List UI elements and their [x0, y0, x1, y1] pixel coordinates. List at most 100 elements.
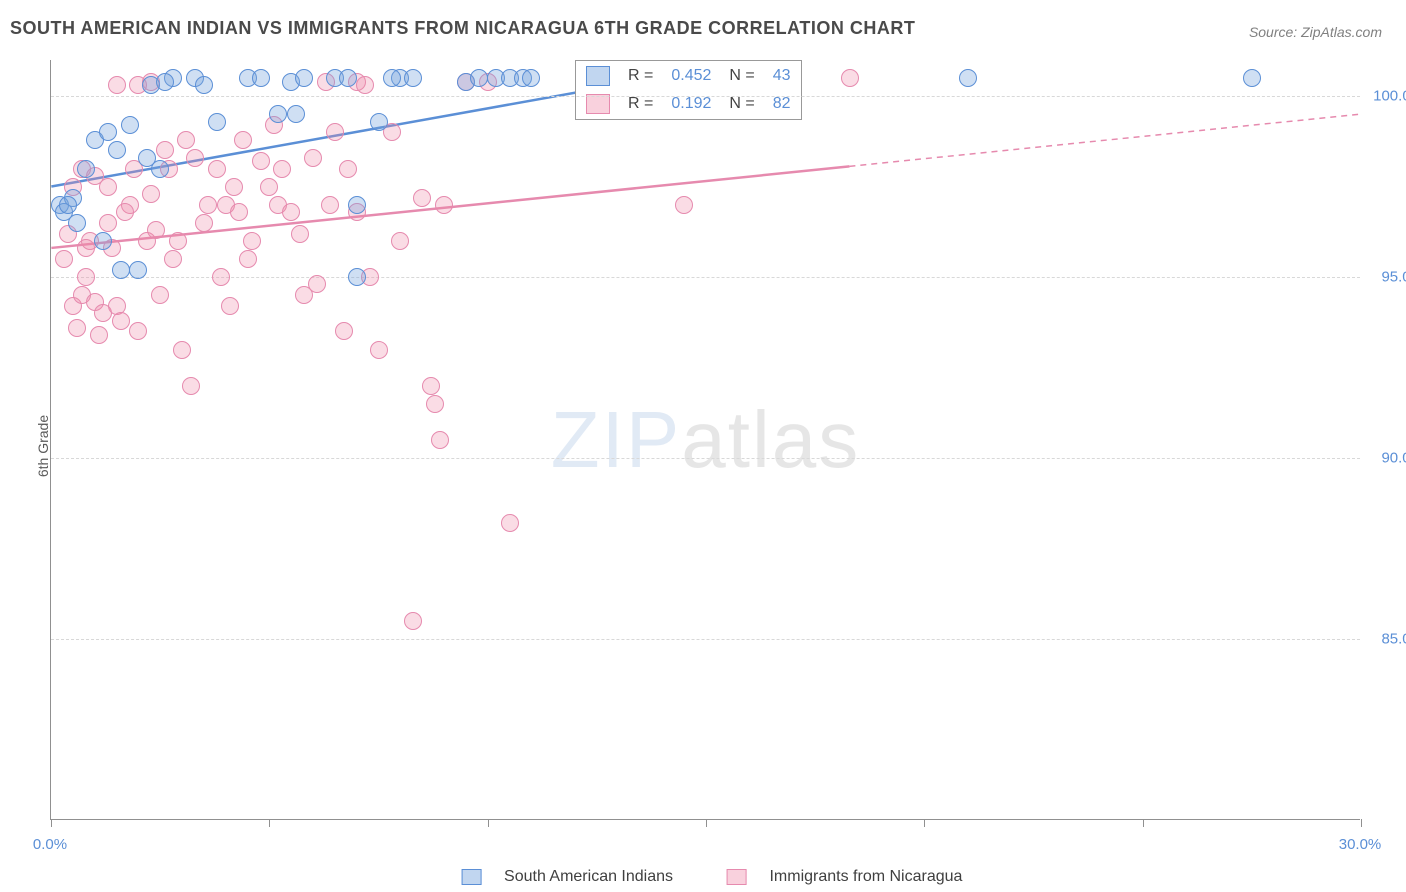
data-point: [348, 196, 366, 214]
watermark: ZIPatlas: [551, 394, 860, 486]
data-point: [470, 69, 488, 87]
data-point: [326, 123, 344, 141]
data-point: [199, 196, 217, 214]
data-point: [335, 322, 353, 340]
data-point: [94, 232, 112, 250]
data-point: [308, 275, 326, 293]
data-point: [208, 160, 226, 178]
data-point: [116, 203, 134, 221]
y-tick-label: 100.0%: [1373, 88, 1406, 105]
gridline: [51, 639, 1360, 640]
x-tick-label: 0.0%: [33, 836, 67, 853]
data-point: [230, 203, 248, 221]
data-point: [225, 178, 243, 196]
data-point: [321, 196, 339, 214]
data-point: [121, 116, 139, 134]
chart-container: { "title": "SOUTH AMERICAN INDIAN VS IMM…: [0, 0, 1406, 892]
data-point: [221, 297, 239, 315]
data-point: [169, 232, 187, 250]
data-point: [404, 69, 422, 87]
data-point: [195, 214, 213, 232]
data-point: [287, 105, 305, 123]
data-point: [59, 196, 77, 214]
correlation-legend: R = 0.452 N = 43 R = 0.192 N = 82: [575, 60, 802, 120]
x-tick: [269, 819, 270, 827]
data-point: [195, 76, 213, 94]
y-tick-label: 95.0%: [1381, 269, 1406, 286]
data-point: [356, 76, 374, 94]
data-point: [282, 203, 300, 221]
data-point: [391, 232, 409, 250]
data-point: [426, 395, 444, 413]
x-tick: [1143, 819, 1144, 827]
data-point: [234, 131, 252, 149]
data-point: [173, 341, 191, 359]
data-point: [108, 141, 126, 159]
watermark-atlas: atlas: [681, 395, 860, 484]
data-point: [99, 123, 117, 141]
data-point: [151, 160, 169, 178]
y-tick-label: 85.0%: [1381, 631, 1406, 648]
x-tick-label: 30.0%: [1339, 836, 1382, 853]
data-point: [383, 69, 401, 87]
data-point: [77, 160, 95, 178]
data-point: [147, 221, 165, 239]
data-point: [291, 225, 309, 243]
y-axis-label: 6th Grade: [35, 415, 51, 477]
data-point: [404, 612, 422, 630]
data-point: [413, 189, 431, 207]
data-point: [339, 69, 357, 87]
data-point: [304, 149, 322, 167]
data-point: [501, 514, 519, 532]
gridline: [51, 458, 1360, 459]
data-point: [841, 69, 859, 87]
y-tick-label: 90.0%: [1381, 450, 1406, 467]
source-attribution: Source: ZipAtlas.com: [1249, 24, 1382, 40]
plot-area: ZIPatlas R = 0.452 N = 43 R = 0.192 N = …: [50, 60, 1360, 820]
x-tick: [488, 819, 489, 827]
data-point: [675, 196, 693, 214]
data-point: [77, 239, 95, 257]
data-point: [273, 160, 291, 178]
data-point: [269, 105, 287, 123]
data-point: [370, 113, 388, 131]
data-point: [68, 214, 86, 232]
gridline: [51, 277, 1360, 278]
x-tick: [51, 819, 52, 827]
data-point: [156, 141, 174, 159]
gridline: [51, 96, 1360, 97]
data-point: [431, 431, 449, 449]
data-point: [208, 113, 226, 131]
series-legend: South American Indians Immigrants from N…: [426, 868, 981, 886]
data-point: [243, 232, 261, 250]
data-point: [108, 76, 126, 94]
data-point: [182, 377, 200, 395]
data-point: [55, 250, 73, 268]
data-point: [156, 73, 174, 91]
data-point: [348, 268, 366, 286]
data-point: [239, 250, 257, 268]
data-point: [370, 341, 388, 359]
data-point: [129, 261, 147, 279]
data-point: [959, 69, 977, 87]
data-point: [112, 261, 130, 279]
data-point: [164, 250, 182, 268]
data-point: [151, 286, 169, 304]
data-point: [212, 268, 230, 286]
x-tick: [1361, 819, 1362, 827]
data-point: [339, 160, 357, 178]
data-point: [422, 377, 440, 395]
x-tick: [706, 819, 707, 827]
data-point: [522, 69, 540, 87]
data-point: [68, 319, 86, 337]
data-point: [90, 326, 108, 344]
data-point: [186, 149, 204, 167]
chart-title: SOUTH AMERICAN INDIAN VS IMMIGRANTS FROM…: [10, 18, 915, 39]
data-point: [252, 69, 270, 87]
watermark-zip: ZIP: [551, 395, 681, 484]
data-point: [129, 322, 147, 340]
data-point: [295, 69, 313, 87]
data-point: [77, 268, 95, 286]
data-point: [435, 196, 453, 214]
data-point: [112, 312, 130, 330]
